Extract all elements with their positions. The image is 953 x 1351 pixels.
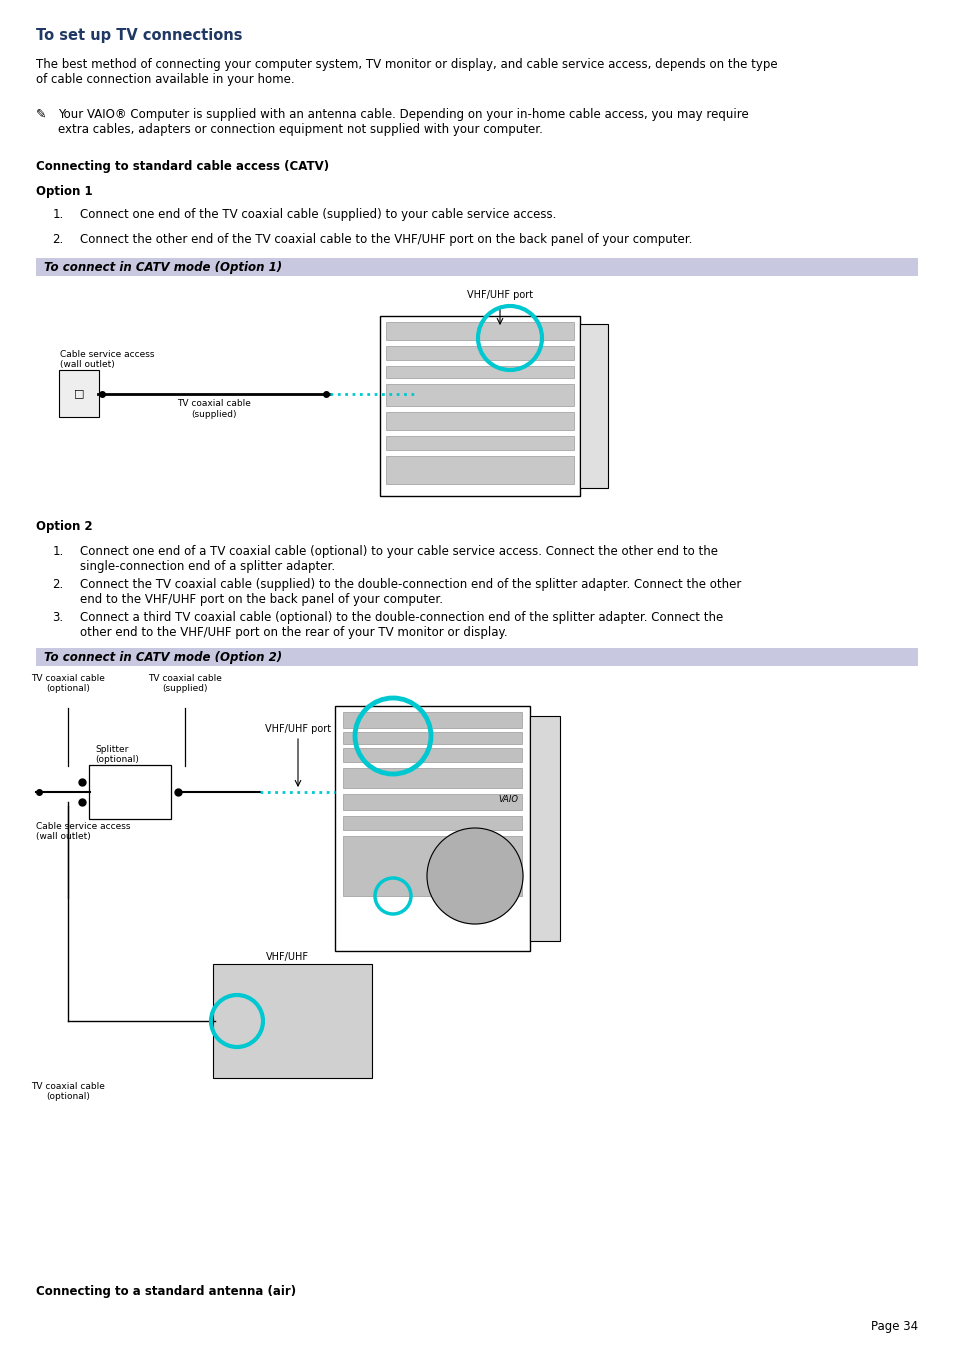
Text: TV coaxial cable
(supplied): TV coaxial cable (supplied) bbox=[148, 674, 222, 693]
Text: Connect one end of the TV coaxial cable (supplied) to your cable service access.: Connect one end of the TV coaxial cable … bbox=[80, 208, 556, 222]
Text: VHF/UHF port: VHF/UHF port bbox=[265, 724, 331, 734]
Text: Connect the TV coaxial cable (supplied) to the double-connection end of the spli: Connect the TV coaxial cable (supplied) … bbox=[80, 578, 740, 607]
Text: TV coaxial cable
(optional): TV coaxial cable (optional) bbox=[31, 1082, 105, 1101]
Text: Option 2: Option 2 bbox=[36, 520, 92, 534]
FancyBboxPatch shape bbox=[386, 384, 574, 407]
Text: 3.: 3. bbox=[52, 611, 63, 624]
FancyBboxPatch shape bbox=[386, 322, 574, 340]
FancyBboxPatch shape bbox=[579, 324, 607, 488]
Text: TV coaxial cable
(optional): TV coaxial cable (optional) bbox=[31, 674, 105, 693]
Text: To connect in CATV mode (Option 2): To connect in CATV mode (Option 2) bbox=[44, 651, 282, 663]
Text: Connecting to a standard antenna (air): Connecting to a standard antenna (air) bbox=[36, 1285, 296, 1298]
Text: Your VAIO® Computer is supplied with an antenna cable. Depending on your in-home: Your VAIO® Computer is supplied with an … bbox=[58, 108, 748, 136]
FancyBboxPatch shape bbox=[36, 648, 917, 666]
FancyBboxPatch shape bbox=[335, 707, 530, 951]
FancyBboxPatch shape bbox=[386, 412, 574, 430]
FancyBboxPatch shape bbox=[343, 836, 521, 896]
Text: VHF/UHF: VHF/UHF bbox=[266, 952, 309, 962]
Text: To connect in CATV mode (Option 1): To connect in CATV mode (Option 1) bbox=[44, 261, 282, 274]
FancyBboxPatch shape bbox=[386, 346, 574, 359]
Text: □: □ bbox=[73, 389, 84, 399]
Text: VAIO: VAIO bbox=[497, 794, 517, 804]
FancyBboxPatch shape bbox=[343, 767, 521, 788]
Text: Option 1: Option 1 bbox=[36, 185, 92, 199]
Text: Connect one end of a TV coaxial cable (optional) to your cable service access. C: Connect one end of a TV coaxial cable (o… bbox=[80, 544, 718, 573]
FancyBboxPatch shape bbox=[89, 765, 171, 819]
FancyBboxPatch shape bbox=[343, 748, 521, 762]
Text: Splitter
(optional): Splitter (optional) bbox=[95, 744, 139, 765]
Text: 1.: 1. bbox=[52, 544, 64, 558]
FancyBboxPatch shape bbox=[386, 366, 574, 378]
Text: Cable service access
(wall outlet): Cable service access (wall outlet) bbox=[60, 350, 154, 369]
FancyBboxPatch shape bbox=[379, 316, 579, 496]
Text: The best method of connecting your computer system, TV monitor or display, and c: The best method of connecting your compu… bbox=[36, 58, 777, 86]
Text: 2.: 2. bbox=[52, 232, 64, 246]
Text: Connect the other end of the TV coaxial cable to the VHF/UHF port on the back pa: Connect the other end of the TV coaxial … bbox=[80, 232, 692, 246]
FancyBboxPatch shape bbox=[343, 794, 521, 811]
Text: To set up TV connections: To set up TV connections bbox=[36, 28, 242, 43]
FancyBboxPatch shape bbox=[386, 436, 574, 450]
Text: Page 34: Page 34 bbox=[870, 1320, 917, 1333]
Text: TV coaxial cable
(supplied): TV coaxial cable (supplied) bbox=[177, 400, 251, 419]
FancyBboxPatch shape bbox=[343, 732, 521, 744]
Text: VHF/UHF port: VHF/UHF port bbox=[466, 290, 533, 300]
Text: Connecting to standard cable access (CATV): Connecting to standard cable access (CAT… bbox=[36, 159, 329, 173]
Text: ✎: ✎ bbox=[36, 108, 47, 122]
FancyBboxPatch shape bbox=[59, 370, 99, 417]
Text: Connect a third TV coaxial cable (optional) to the double-connection end of the : Connect a third TV coaxial cable (option… bbox=[80, 611, 722, 639]
Text: Cable service access
(wall outlet): Cable service access (wall outlet) bbox=[36, 821, 131, 842]
FancyBboxPatch shape bbox=[36, 258, 917, 276]
Text: 1.: 1. bbox=[52, 208, 64, 222]
FancyBboxPatch shape bbox=[343, 816, 521, 830]
FancyBboxPatch shape bbox=[530, 716, 559, 942]
FancyBboxPatch shape bbox=[213, 965, 372, 1078]
Circle shape bbox=[427, 828, 522, 924]
Text: 2.: 2. bbox=[52, 578, 64, 590]
FancyBboxPatch shape bbox=[343, 712, 521, 728]
FancyBboxPatch shape bbox=[386, 457, 574, 484]
